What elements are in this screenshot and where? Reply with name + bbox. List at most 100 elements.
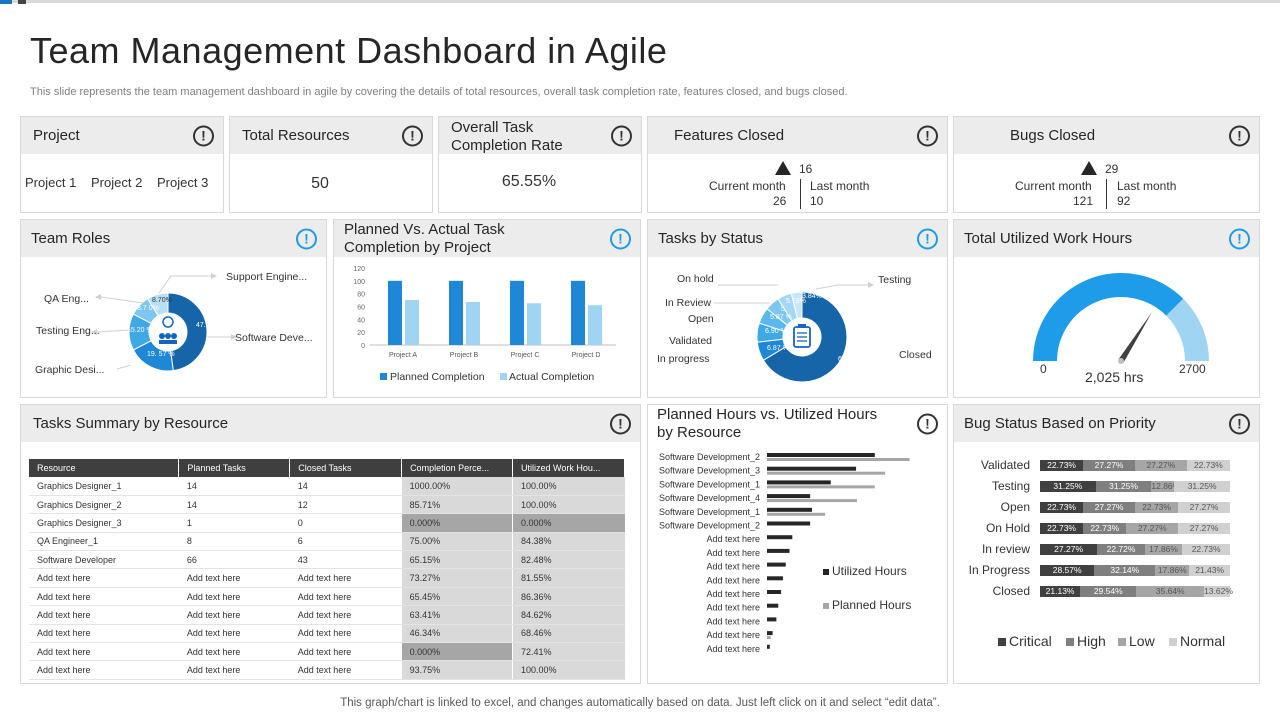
info-icon[interactable]: ! bbox=[1229, 413, 1250, 434]
value-support: 8.70% bbox=[152, 297, 172, 304]
table-row: Add text here Add text here Add text here 4… bbox=[29, 624, 625, 644]
bug-segment-critical: 22.73% bbox=[1040, 523, 1084, 534]
project-item-1[interactable]: Project 1 bbox=[25, 175, 77, 190]
bar-utilized bbox=[767, 576, 783, 581]
info-icon[interactable]: ! bbox=[1229, 228, 1250, 249]
gauge-needle bbox=[1118, 312, 1153, 363]
legend-swatch bbox=[998, 638, 1006, 646]
category-label: Add text here bbox=[706, 562, 760, 572]
legend-label: High bbox=[1077, 633, 1106, 649]
info-icon[interactable]: ! bbox=[610, 413, 631, 434]
table-row: Add text here Add text here Add text here 6… bbox=[29, 605, 625, 625]
table-cell: 82.48% bbox=[512, 550, 625, 570]
table-row: Add text here Add text here Add text here 6… bbox=[29, 587, 625, 607]
value-in-progress: 6.87 % bbox=[767, 345, 789, 352]
column-header[interactable]: Resource bbox=[29, 459, 180, 477]
y-tick-label: 40 bbox=[357, 317, 365, 324]
bug-stacked-bar: 28.57% 32.14% 17.86% 21.43% bbox=[1040, 565, 1230, 576]
legend-planned-label: Planned Completion bbox=[390, 371, 485, 383]
info-icon[interactable]: ! bbox=[402, 125, 423, 146]
gauge-value: 2,025 hrs bbox=[1085, 369, 1143, 385]
up-triangle-icon bbox=[1081, 161, 1097, 175]
bar-actual-completion bbox=[527, 303, 541, 345]
table-row: QA Engineer_1 8 6 75.00% 84.38% bbox=[29, 532, 625, 552]
bug-segment-low: 17.86% bbox=[1144, 544, 1183, 555]
table-cell: 6 bbox=[289, 532, 402, 552]
table-cell: 63.41% bbox=[401, 605, 513, 625]
bar-utilized bbox=[767, 494, 811, 499]
label-validated: Validated bbox=[669, 335, 712, 347]
table-cell: Add text here bbox=[29, 605, 179, 625]
bug-segment-low: 22.73% bbox=[1134, 502, 1179, 513]
category-label: Add text here bbox=[706, 630, 760, 640]
info-icon[interactable]: ! bbox=[917, 228, 938, 249]
bar-planned bbox=[767, 499, 857, 503]
legend-critical: Critical bbox=[998, 633, 1052, 649]
table-cell: 0.000% bbox=[401, 642, 513, 662]
bug-segment-normal: 27.27% bbox=[1178, 523, 1230, 534]
bar-utilized bbox=[767, 562, 786, 567]
table-cell: 93.75% bbox=[401, 660, 513, 680]
legend-planned-swatch bbox=[823, 603, 829, 609]
info-icon[interactable]: ! bbox=[610, 228, 631, 249]
bug-stacked-bar: 31.25% 31.25% 12.86% 31.25% bbox=[1040, 481, 1230, 492]
gauge-min: 0 bbox=[1040, 362, 1047, 376]
clipboard-icon bbox=[793, 324, 811, 348]
table-cell: Add text here bbox=[178, 568, 290, 588]
features-closed-title: Features Closed bbox=[674, 126, 785, 144]
table-cell: Add text here bbox=[289, 605, 402, 625]
bug-stacked-bar: 27.27% 22.72% 17.86% 22.73% bbox=[1040, 544, 1230, 555]
bar-utilized bbox=[767, 535, 793, 540]
table-cell: Add text here bbox=[29, 568, 179, 588]
bug-segment-low: 12.86% bbox=[1151, 481, 1181, 492]
completion-rate-card: Overall Task Completion Rate! 65.55% bbox=[438, 116, 642, 213]
bar-utilized bbox=[767, 631, 773, 636]
page-subtitle: This slide represents the team managemen… bbox=[30, 86, 848, 98]
table-row: Graphics Designer_1 14 14 1000.00% 100.00% bbox=[29, 477, 625, 496]
table-cell: QA Engineer_1 bbox=[29, 532, 179, 552]
project-item-3[interactable]: Project 3 bbox=[157, 175, 209, 190]
value-on-hold: 3.84% bbox=[802, 293, 822, 300]
project-item-2[interactable]: Project 2 bbox=[91, 175, 143, 190]
column-header[interactable]: Completion Perce... bbox=[401, 459, 513, 477]
bug-priority-title: Bug Status Based on Priority bbox=[964, 414, 1156, 432]
up-triangle-icon bbox=[775, 161, 791, 175]
table-cell: Add text here bbox=[289, 568, 402, 588]
bugs-current-value: 121 bbox=[1073, 194, 1094, 208]
team-roles-title: Team Roles bbox=[31, 229, 111, 247]
info-icon[interactable]: ! bbox=[917, 413, 938, 434]
total-resources-value: 50 bbox=[311, 175, 329, 192]
table-cell: 1 bbox=[178, 513, 290, 533]
bar-planned-completion bbox=[510, 280, 524, 345]
value-graphic: 19. 57 % bbox=[147, 351, 175, 358]
label-testing-engineer: Testing Eng... bbox=[36, 325, 100, 337]
tasks-summary-table: Resource Planned Tasks Closed Tasks Complet… bbox=[29, 459, 625, 680]
table-row: Software Developer 66 43 65.15% 82.48% bbox=[29, 550, 625, 570]
table-cell: Add text here bbox=[178, 624, 290, 644]
column-header[interactable]: Closed Tasks bbox=[289, 459, 403, 477]
info-icon[interactable]: ! bbox=[193, 125, 214, 146]
bug-segment-low: 17.86% bbox=[1155, 565, 1190, 576]
info-icon[interactable]: ! bbox=[611, 125, 632, 146]
value-validated: 6.90 % bbox=[765, 328, 787, 335]
bug-segment-high: 27.27% bbox=[1083, 502, 1135, 513]
label-closed: Closed bbox=[899, 349, 932, 361]
table-cell: 84.62% bbox=[512, 605, 625, 625]
bug-segment-normal: 13.62% bbox=[1204, 586, 1233, 597]
table-cell: 14 bbox=[178, 477, 290, 496]
bugs-closed-card: Bugs Closed! 29 Current month 121 Last m… bbox=[953, 116, 1260, 213]
value-testing: 5.19% bbox=[786, 298, 806, 305]
column-header[interactable]: Utilized Work Hou... bbox=[512, 459, 625, 477]
bug-category-label: Closed bbox=[992, 584, 1030, 598]
info-icon[interactable]: ! bbox=[917, 125, 938, 146]
bug-stacked-bar: 22.73% 27.27% 27.27% 22.73% bbox=[1040, 460, 1230, 471]
y-tick-label: 120 bbox=[353, 266, 365, 273]
bug-segment-critical: 22.73% bbox=[1040, 502, 1084, 513]
label-graphic-designer: Graphic Desi... bbox=[35, 364, 104, 376]
table-cell: 0.000% bbox=[512, 513, 625, 533]
table-cell: 14 bbox=[289, 477, 402, 496]
category-label: Software Development_1 bbox=[659, 507, 760, 517]
info-icon[interactable]: ! bbox=[1229, 125, 1250, 146]
column-header[interactable]: Planned Tasks bbox=[178, 459, 291, 477]
info-icon[interactable]: ! bbox=[296, 228, 317, 249]
